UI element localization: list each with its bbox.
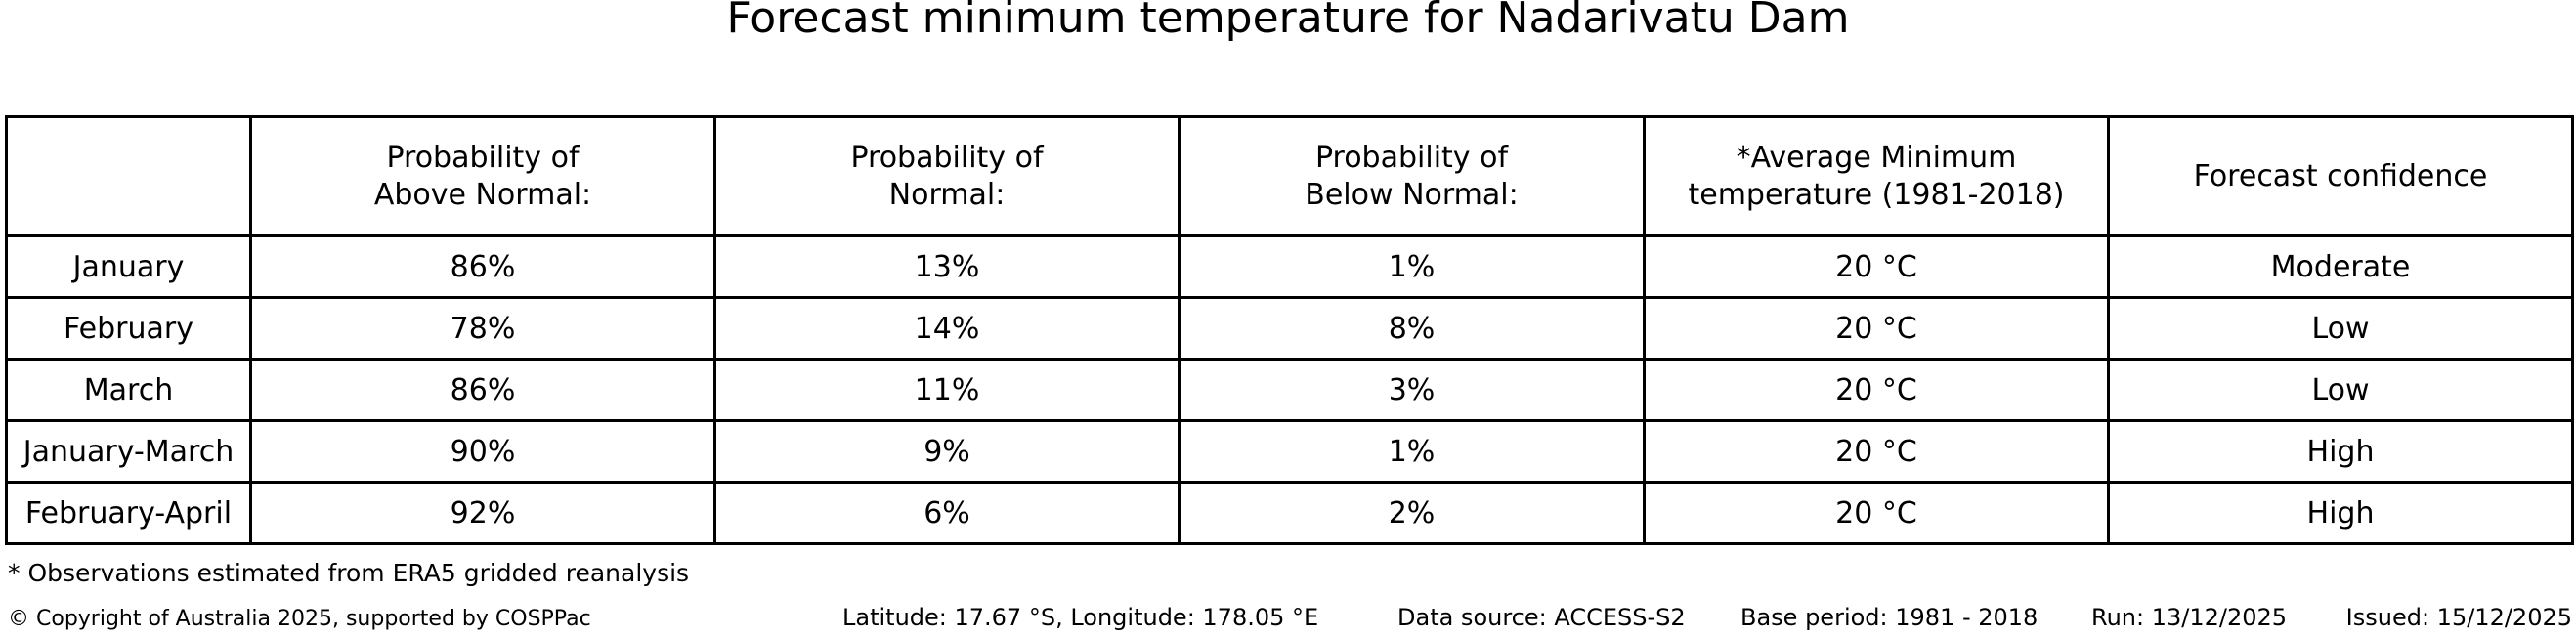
issued-date-label: Issued: 15/12/2025 (2345, 604, 2572, 631)
data-source-label: Data source: ACCESS-S2 (1397, 604, 1686, 631)
cell-prob-below: 1% (1178, 419, 1646, 484)
row-label: February-April (5, 481, 252, 545)
base-period-label: Base period: 1981 - 2018 (1740, 604, 2039, 631)
table-row-february: February 78% 14% 8% 20 °C Low (5, 296, 2574, 361)
table-header-row: Probability of Above Normal: Probability… (5, 115, 2574, 237)
cell-prob-normal: 11% (713, 358, 1181, 422)
cell-average-min-temp: 20 °C (1643, 481, 2110, 545)
cell-prob-above: 78% (249, 296, 716, 361)
cell-prob-above: 86% (249, 234, 716, 299)
cell-prob-below: 3% (1178, 358, 1646, 422)
row-label: March (5, 358, 252, 422)
table-row-february-april: February-April 92% 6% 2% 20 °C High (5, 481, 2574, 545)
col-header-prob-below-normal: Probability of Below Normal: (1178, 115, 1646, 237)
corner-empty-cell (5, 115, 252, 237)
cell-confidence: Moderate (2107, 234, 2574, 299)
table-row-january-march: January-March 90% 9% 1% 20 °C High (5, 419, 2574, 484)
cell-average-min-temp: 20 °C (1643, 358, 2110, 422)
copyright-notice: © Copyright of Australia 2025, supported… (8, 607, 591, 631)
col-header-prob-normal: Probability of Normal: (713, 115, 1181, 237)
cell-prob-below: 1% (1178, 234, 1646, 299)
cell-prob-above: 86% (249, 358, 716, 422)
col-header-average-min-temperature: *Average Minimum temperature (1981-2018) (1643, 115, 2110, 237)
cell-prob-normal: 13% (713, 234, 1181, 299)
row-label: January-March (5, 419, 252, 484)
observations-footnote: * Observations estimated from ERA5 gridd… (8, 559, 690, 587)
table-row-january: January 86% 13% 1% 20 °C Moderate (5, 234, 2574, 299)
col-header-prob-above-normal: Probability of Above Normal: (249, 115, 716, 237)
col-header-forecast-confidence: Forecast confidence (2107, 115, 2574, 237)
run-date-label: Run: 13/12/2025 (2091, 604, 2288, 631)
cell-prob-above: 92% (249, 481, 716, 545)
cell-prob-above: 90% (249, 419, 716, 484)
cell-confidence: Low (2107, 358, 2574, 422)
row-label: January (5, 234, 252, 299)
page-title: Forecast minimum temperature for Nadariv… (726, 0, 1850, 43)
cell-confidence: High (2107, 481, 2574, 545)
table-row-march: March 86% 11% 3% 20 °C Low (5, 358, 2574, 422)
cell-prob-normal: 9% (713, 419, 1181, 484)
cell-prob-normal: 6% (713, 481, 1181, 545)
cell-prob-below: 2% (1178, 481, 1646, 545)
location-coordinates: Latitude: 17.67 °S, Longitude: 178.05 °E (842, 604, 1319, 631)
cell-prob-normal: 14% (713, 296, 1181, 361)
row-label: February (5, 296, 252, 361)
forecast-table: Probability of Above Normal: Probability… (5, 115, 2574, 545)
cell-confidence: High (2107, 419, 2574, 484)
cell-average-min-temp: 20 °C (1643, 419, 2110, 484)
cell-average-min-temp: 20 °C (1643, 296, 2110, 361)
cell-prob-below: 8% (1178, 296, 1646, 361)
cell-average-min-temp: 20 °C (1643, 234, 2110, 299)
cell-confidence: Low (2107, 296, 2574, 361)
